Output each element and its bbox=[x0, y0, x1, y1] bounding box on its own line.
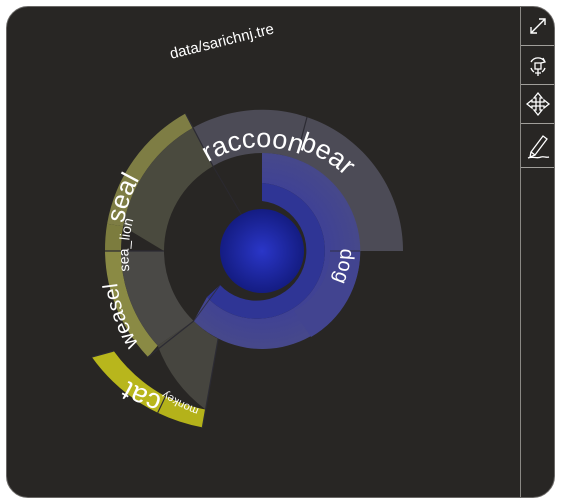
sector-feliform[interactable] bbox=[157, 321, 219, 410]
pencil-icon bbox=[527, 134, 549, 159]
expand-button[interactable] bbox=[521, 7, 554, 46]
rotate-icon bbox=[529, 57, 546, 76]
sunburst-canvas[interactable]: data/sarichnj.tre raccoon bear dog seal … bbox=[7, 7, 555, 498]
expand-icon bbox=[529, 18, 546, 34]
label-sea-lion: sea_lion bbox=[115, 216, 136, 272]
ring-mid-blue bbox=[207, 183, 325, 319]
side-toolbar bbox=[520, 7, 554, 497]
draw-button[interactable] bbox=[521, 124, 554, 168]
svg-text:sea_lion: sea_lion bbox=[115, 216, 136, 272]
sector-musteloid[interactable] bbox=[121, 251, 194, 346]
rotate-button[interactable] bbox=[521, 46, 554, 85]
sector-pinnipeds[interactable] bbox=[123, 127, 213, 252]
tree-file-label: data/sarichnj.tre bbox=[168, 20, 276, 62]
move-icon bbox=[525, 91, 550, 117]
move-button[interactable] bbox=[521, 85, 554, 124]
sector-sea-lion[interactable] bbox=[104, 223, 124, 251]
tree-viewer-window: data/sarichnj.tre raccoon bear dog seal … bbox=[6, 6, 555, 498]
root-node[interactable] bbox=[220, 209, 304, 293]
sector-raccoon-bear[interactable] bbox=[193, 109, 404, 251]
sector-dog[interactable] bbox=[294, 251, 361, 337]
sector-seal[interactable] bbox=[107, 113, 194, 227]
sector-cat[interactable] bbox=[91, 351, 166, 413]
sector-weasel[interactable] bbox=[105, 251, 158, 357]
sector-monkey[interactable] bbox=[157, 396, 206, 428]
